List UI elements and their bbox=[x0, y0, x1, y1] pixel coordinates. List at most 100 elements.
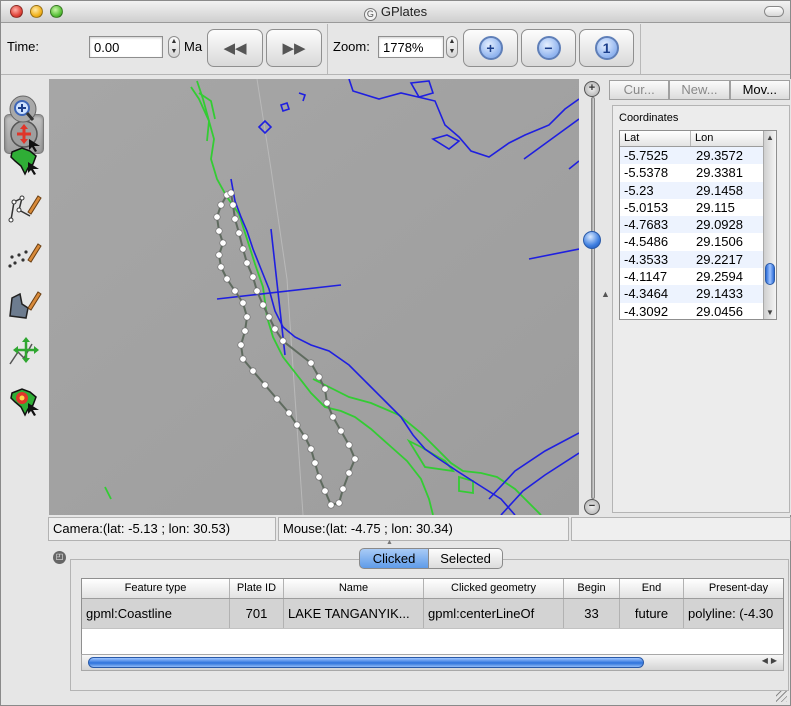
clicked-segment[interactable]: Clicked bbox=[359, 548, 429, 569]
vertex-handle[interactable] bbox=[227, 189, 235, 197]
vertex-handle[interactable] bbox=[273, 395, 281, 403]
column-header-lon[interactable]: Lon bbox=[691, 131, 765, 146]
coordinate-row[interactable]: -4.3533 29.2217 bbox=[620, 250, 776, 269]
zoom-slider-track[interactable] bbox=[591, 97, 595, 499]
vertex-handle[interactable] bbox=[217, 263, 225, 271]
digitise-multipoint-tool-button[interactable] bbox=[4, 236, 44, 276]
column-header-lat[interactable]: Lat bbox=[620, 131, 691, 146]
move-vertex-tool-button[interactable] bbox=[4, 332, 44, 372]
step-back-button[interactable]: ◀◀ bbox=[207, 29, 263, 67]
minimize-window-button[interactable] bbox=[30, 5, 43, 18]
step-forward-button[interactable]: ▶▶ bbox=[266, 29, 322, 67]
vertex-handle[interactable] bbox=[321, 487, 329, 495]
reset-zoom-button[interactable]: 1 bbox=[579, 29, 634, 67]
features-column-header-5[interactable]: End bbox=[620, 579, 684, 598]
vertex-handle[interactable] bbox=[315, 373, 323, 381]
features-horizontal-scrollbar[interactable]: ◀▶ bbox=[81, 654, 784, 671]
vertex-handle[interactable] bbox=[243, 313, 251, 321]
vertex-handle[interactable] bbox=[315, 473, 323, 481]
vertex-handle[interactable] bbox=[243, 259, 251, 267]
vertex-handle[interactable] bbox=[239, 245, 247, 253]
zoom-stepper[interactable]: ▲ ▼ bbox=[446, 36, 458, 58]
features-column-header-1[interactable]: Plate ID bbox=[230, 579, 284, 598]
time-stepper[interactable]: ▲ ▼ bbox=[168, 36, 180, 58]
zoom-globe-tool-button[interactable] bbox=[4, 91, 44, 131]
task-tab-1[interactable]: New... bbox=[669, 80, 730, 100]
vertex-handle[interactable] bbox=[259, 301, 267, 309]
zoom-slider-thumb[interactable] bbox=[583, 231, 601, 250]
vertex-handle[interactable] bbox=[279, 337, 287, 345]
zoom-slider-in-icon[interactable]: + bbox=[584, 81, 600, 97]
vertex-handle[interactable] bbox=[237, 341, 245, 349]
vertex-handle[interactable] bbox=[229, 201, 237, 209]
vertex-handle[interactable] bbox=[231, 287, 239, 295]
features-column-header-3[interactable]: Clicked geometry bbox=[424, 579, 564, 598]
manipulate-pole-tool-button[interactable] bbox=[4, 381, 44, 421]
vertex-handle[interactable] bbox=[335, 499, 343, 507]
vertex-handle[interactable] bbox=[235, 229, 243, 237]
coordinate-row[interactable]: -4.7683 29.0928 bbox=[620, 216, 776, 234]
close-window-button[interactable] bbox=[10, 5, 23, 18]
vertex-handle[interactable] bbox=[217, 201, 225, 209]
vertex-handle[interactable] bbox=[351, 455, 359, 463]
zoom-slider-out-icon[interactable]: − bbox=[584, 499, 600, 515]
vertex-handle[interactable] bbox=[249, 273, 257, 281]
vertex-handle[interactable] bbox=[329, 413, 337, 421]
task-tab-0[interactable]: Cur... bbox=[609, 80, 670, 100]
selected-feature-vertices[interactable] bbox=[213, 189, 359, 509]
vertex-handle[interactable] bbox=[249, 367, 257, 375]
vertex-handle[interactable] bbox=[307, 445, 315, 453]
vertex-handle[interactable] bbox=[345, 469, 353, 477]
coordinates-scrollbar[interactable]: ▲ ▼ bbox=[763, 131, 776, 319]
digitise-polygon-tool-button[interactable] bbox=[4, 284, 44, 324]
digitise-polyline-tool-button[interactable] bbox=[4, 188, 44, 228]
vertex-handle[interactable] bbox=[231, 215, 239, 223]
coordinate-row[interactable]: -4.5486 29.1506 bbox=[620, 233, 776, 250]
toolbar-toggle-button[interactable] bbox=[764, 6, 784, 17]
vertex-handle[interactable] bbox=[271, 325, 279, 333]
vertex-handle[interactable] bbox=[213, 213, 221, 221]
feature-row[interactable]: gpml:Coastline 701 LAKE TANGANYIK... gpml:c… bbox=[82, 599, 783, 629]
features-column-header-0[interactable]: Feature type bbox=[82, 579, 230, 598]
time-input[interactable]: 0.00 bbox=[89, 36, 163, 58]
scroll-down-icon[interactable]: ▼ bbox=[766, 308, 774, 317]
vertex-handle[interactable] bbox=[323, 399, 331, 407]
zoom-in-button[interactable]: + bbox=[463, 29, 518, 67]
vertex-handle[interactable] bbox=[215, 227, 223, 235]
coordinate-row[interactable]: -5.0153 29.115 bbox=[620, 199, 776, 216]
scroll-left-right-icons[interactable]: ◀▶ bbox=[761, 656, 780, 665]
vertex-handle[interactable] bbox=[239, 355, 247, 363]
scroll-up-icon[interactable]: ▲ bbox=[766, 133, 774, 142]
vertex-handle[interactable] bbox=[253, 287, 261, 295]
collapse-caret-icon[interactable]: ▲ bbox=[601, 289, 610, 299]
globe-map[interactable] bbox=[49, 79, 579, 515]
features-column-header-2[interactable]: Name bbox=[284, 579, 424, 598]
dock-resize-grip[interactable]: ▲ bbox=[386, 539, 393, 546]
coordinate-row[interactable]: -4.1147 29.2594 bbox=[620, 268, 776, 285]
vertex-handle[interactable] bbox=[307, 359, 315, 367]
vertex-handle[interactable] bbox=[265, 313, 273, 321]
zoom-window-button[interactable] bbox=[50, 5, 63, 18]
coordinate-row[interactable]: -4.3464 29.1433 bbox=[620, 285, 776, 303]
vertex-handle[interactable] bbox=[345, 441, 353, 449]
vertex-handle[interactable] bbox=[327, 501, 335, 509]
vertex-handle[interactable] bbox=[239, 299, 247, 307]
vertex-handle[interactable] bbox=[311, 459, 319, 467]
vertex-handle[interactable] bbox=[337, 427, 345, 435]
vertex-handle[interactable] bbox=[339, 485, 347, 493]
zoom-out-button[interactable]: − bbox=[521, 29, 576, 67]
task-tab-2[interactable]: Mov... bbox=[729, 80, 790, 100]
vertex-handle[interactable] bbox=[285, 409, 293, 417]
coordinate-row[interactable]: -4.3092 29.0456 bbox=[620, 303, 776, 319]
dock-float-toggle-icon[interactable]: ◰ bbox=[53, 551, 66, 564]
choose-feature-tool-button[interactable] bbox=[4, 140, 44, 180]
selected-segment[interactable]: Selected bbox=[428, 548, 503, 569]
features-column-header-6[interactable]: Present-day bbox=[684, 579, 783, 598]
coordinate-row[interactable]: -5.5378 29.3381 bbox=[620, 164, 776, 181]
coordinate-row[interactable]: -5.7525 29.3572 bbox=[620, 147, 776, 165]
zoom-slider[interactable]: + ▲ − bbox=[580, 79, 610, 515]
vertex-handle[interactable] bbox=[223, 275, 231, 283]
zoom-input[interactable]: 1778% bbox=[378, 36, 444, 58]
vertex-handle[interactable] bbox=[215, 251, 223, 259]
vertex-handle[interactable] bbox=[301, 433, 309, 441]
